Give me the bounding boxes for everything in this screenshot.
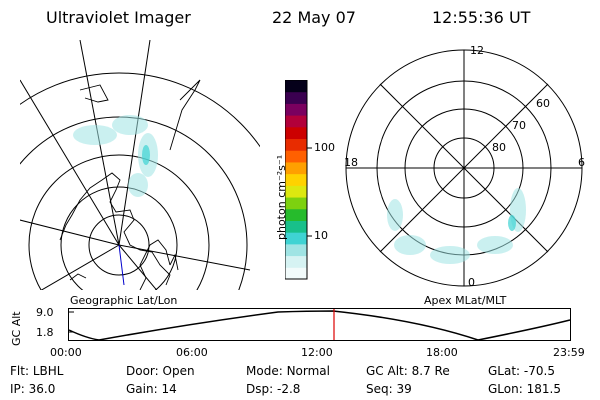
colorbar-segment bbox=[285, 173, 307, 186]
lat-circle bbox=[20, 72, 260, 148]
glon-value: 181.5 bbox=[526, 382, 561, 396]
colorbar-segment bbox=[285, 150, 307, 163]
timeline-x-tick-2359: 23:59 bbox=[553, 346, 585, 359]
aurora-oval-mlt bbox=[387, 188, 526, 264]
glat-field: GLat: -70.5 bbox=[488, 364, 555, 378]
mlt-label-0: 0 bbox=[468, 276, 475, 289]
mlat-label-70: 70 bbox=[512, 119, 526, 132]
timeline-x-tick-0000: 00:00 bbox=[50, 346, 82, 359]
timeline-y-tick-9: 9.0 bbox=[36, 306, 54, 319]
mlt-label-18: 18 bbox=[344, 156, 358, 169]
colorbar-tick-10: 10 bbox=[314, 229, 328, 242]
coastlines bbox=[59, 79, 201, 290]
timeline-y-tick-1.8: 1.8 bbox=[36, 326, 54, 339]
colorbar-segment bbox=[285, 267, 307, 280]
timeline-x-tick-0600: 06:00 bbox=[176, 346, 208, 359]
lat-circle bbox=[28, 154, 210, 290]
aurora-oval bbox=[73, 115, 158, 197]
lat-circle bbox=[88, 214, 150, 276]
apex-polar-plot bbox=[345, 49, 583, 287]
date-label: 22 May 07 bbox=[272, 8, 356, 27]
timeline-y-axis-label: GC Alt bbox=[10, 311, 23, 346]
colorbar-unit-label: photon cm⁻²s⁻¹ bbox=[275, 154, 288, 240]
gain-value: 14 bbox=[161, 382, 177, 396]
mode-field: Mode: Normal bbox=[246, 364, 330, 378]
lat-circle bbox=[60, 186, 178, 290]
dsp-value: -2.8 bbox=[276, 382, 301, 396]
colorbar bbox=[285, 80, 312, 280]
flt-field: Flt: LBHL bbox=[10, 364, 64, 378]
mlt-label-12: 12 bbox=[470, 44, 484, 57]
colorbar-segment bbox=[285, 197, 307, 210]
ip-field: IP: 36.0 bbox=[10, 382, 56, 396]
colorbar-segment bbox=[285, 185, 307, 198]
geo-panel-label: Geographic Lat/Lon bbox=[70, 294, 178, 307]
seq-field: Seq: 39 bbox=[366, 382, 412, 396]
mlat-label-60: 60 bbox=[536, 97, 550, 110]
seq-value: 39 bbox=[396, 382, 412, 396]
colorbar-segment bbox=[285, 103, 307, 116]
apex-panel-label: Apex MLat/MLT bbox=[424, 294, 507, 307]
colorbar-segment bbox=[285, 220, 307, 233]
colorbar-segment bbox=[285, 232, 307, 245]
door-field: Door: Open bbox=[126, 364, 195, 378]
colorbar-segment bbox=[285, 115, 307, 128]
door-value: Open bbox=[162, 364, 195, 378]
colorbar-segment bbox=[285, 91, 307, 104]
lat-circle bbox=[20, 116, 248, 290]
mlat-label-80: 80 bbox=[492, 141, 506, 154]
instrument-title: Ultraviolet Imager bbox=[46, 8, 191, 27]
glat-value: -70.5 bbox=[523, 364, 555, 378]
timeline-x-tick-1200: 12:00 bbox=[301, 346, 333, 359]
mlt-label-6: 6 bbox=[578, 156, 585, 169]
orbit-altitude-plot bbox=[68, 308, 571, 341]
dsp-field: Dsp: -2.8 bbox=[246, 382, 301, 396]
flt-value: LBHL bbox=[32, 364, 64, 378]
time-label: 12:55:36 UT bbox=[432, 8, 531, 27]
colorbar-segment bbox=[285, 126, 307, 140]
gain-field: Gain: 14 bbox=[126, 382, 177, 396]
colorbar-segment bbox=[285, 208, 307, 221]
timeline-x-tick-1800: 18:00 bbox=[426, 346, 458, 359]
mode-value: Normal bbox=[286, 364, 330, 378]
gcalt-field: GC Alt: 8.7 Re bbox=[366, 364, 450, 378]
colorbar-tick-100: 100 bbox=[314, 141, 335, 154]
ip-value: 36.0 bbox=[28, 382, 56, 396]
geographic-map bbox=[20, 40, 260, 290]
colorbar-segment bbox=[285, 243, 307, 257]
gcalt-value: 8.7 Re bbox=[411, 364, 450, 378]
colorbar-segment bbox=[285, 255, 307, 268]
colorbar-segment bbox=[285, 138, 307, 151]
spacecraft-track bbox=[118, 244, 125, 286]
colorbar-segment bbox=[285, 80, 307, 93]
glon-field: GLon: 181.5 bbox=[488, 382, 561, 396]
colorbar-segment bbox=[285, 161, 307, 175]
